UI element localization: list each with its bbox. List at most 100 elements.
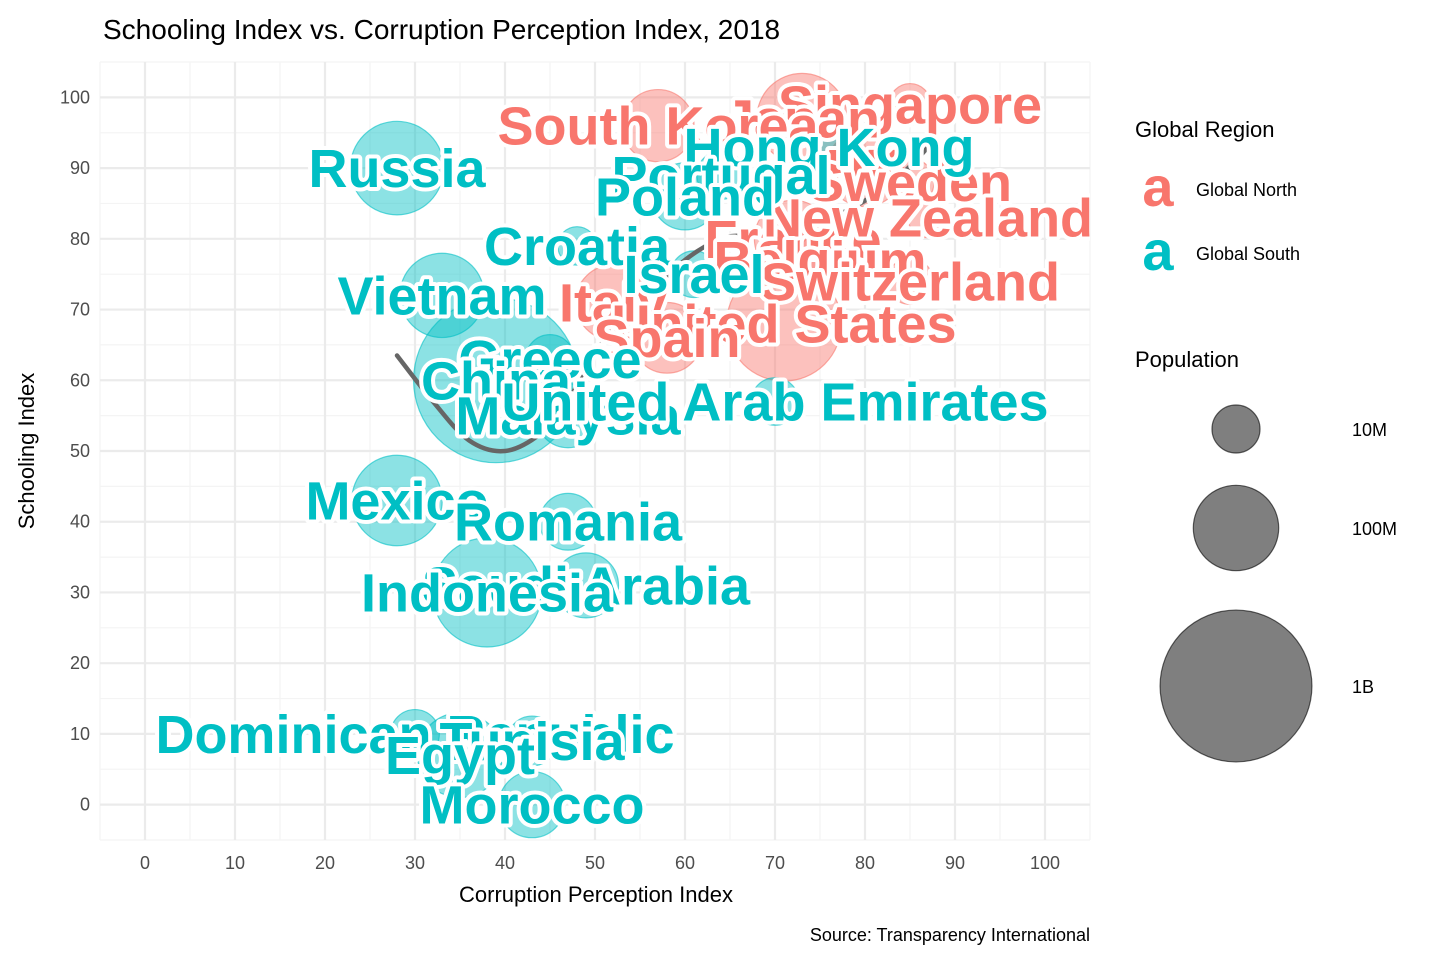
x-tick-label: 60 <box>675 853 695 873</box>
x-tick-label: 0 <box>140 853 150 873</box>
country-label: Mexico <box>305 472 488 532</box>
bubble-point <box>498 770 566 839</box>
country-label: Sweden <box>808 153 1012 213</box>
legend-key-glyph: a <box>1142 155 1174 218</box>
bubble-point <box>725 265 843 382</box>
legend-color-entries: a Global North a Global South <box>1142 155 1300 282</box>
country-label: Hong Kong <box>684 118 975 178</box>
country-label: Russia <box>308 139 486 199</box>
bubble-point <box>794 234 846 286</box>
x-axis-title: Corruption Perception Index <box>459 882 733 907</box>
bubble-point <box>888 82 932 126</box>
x-tick-label: 80 <box>855 853 875 873</box>
legend-label: 1B <box>1352 677 1374 697</box>
y-axis-ticks: 0 10 20 30 40 50 60 70 80 90 100 <box>60 87 90 814</box>
country-label: Israel <box>623 245 764 305</box>
bubble-point <box>696 150 746 200</box>
bubble-point <box>631 301 703 374</box>
country-label: Saudi Arabia <box>422 556 751 616</box>
legend-label: Global North <box>1196 180 1297 200</box>
country-label: Croatia <box>484 217 671 277</box>
x-tick-label: 100 <box>1030 853 1060 873</box>
country-label: Japan <box>724 90 880 150</box>
bubble-point <box>753 199 833 279</box>
y-tick-label: 50 <box>70 441 90 461</box>
bubble-point <box>431 537 543 648</box>
country-label: Belgium <box>713 231 926 291</box>
country-label: Vietnam <box>337 266 546 326</box>
country-label: United Arab Emirates <box>501 372 1048 432</box>
bubble-point <box>650 162 720 231</box>
legend-size-circle <box>1211 404 1261 454</box>
grid-major <box>100 62 1090 840</box>
country-label: Malaysia <box>455 387 681 447</box>
country-label: Morocco <box>419 776 644 836</box>
bubble-point <box>535 382 601 449</box>
legend-label: Global South <box>1196 244 1300 264</box>
legend-size-title: Population <box>1135 347 1239 372</box>
y-tick-label: 0 <box>80 795 90 815</box>
legend-size-circle <box>1192 484 1280 572</box>
bubble-point <box>806 123 852 170</box>
bubble-point <box>621 88 695 163</box>
country-label: Switzerland <box>760 252 1060 312</box>
country-label: Greece <box>458 330 641 390</box>
bubble-point <box>390 708 440 759</box>
country-label: Spain <box>593 309 740 369</box>
country-label: China <box>421 351 572 411</box>
y-tick-label: 60 <box>70 370 90 390</box>
bubble-point <box>539 492 597 551</box>
trend-line <box>394 123 940 454</box>
country-label: Italy <box>559 273 667 333</box>
bubble-point <box>907 196 949 239</box>
x-tick-label: 10 <box>225 853 245 873</box>
country-label: Indonesia <box>361 563 614 623</box>
y-tick-label: 80 <box>70 229 90 249</box>
x-tick-label: 50 <box>585 853 605 873</box>
bubble-point <box>351 454 443 547</box>
bubble-point <box>524 334 576 385</box>
legend-size-circle <box>1159 609 1313 763</box>
bubble-point <box>750 377 800 426</box>
country-label: Dominican Republic <box>155 705 674 765</box>
legend-label: 10M <box>1352 420 1387 440</box>
y-tick-label: 70 <box>70 300 90 320</box>
trend-line-group <box>394 123 940 454</box>
country-label: Poland <box>595 167 775 227</box>
legend-key-glyph: a <box>1142 219 1174 282</box>
bubble-point <box>886 257 934 305</box>
y-tick-label: 30 <box>70 582 90 602</box>
legend-label: 100M <box>1352 519 1397 539</box>
bubble-point <box>574 264 652 341</box>
y-tick-label: 10 <box>70 724 90 744</box>
country-label: Romania <box>454 493 683 553</box>
legend: Global Region a Global North a Global South… <box>1135 117 1397 763</box>
y-tick-label: 100 <box>60 87 90 107</box>
bubble-point <box>557 226 597 266</box>
x-tick-label: 20 <box>315 853 335 873</box>
x-tick-label: 70 <box>765 853 785 873</box>
y-tick-label: 20 <box>70 653 90 673</box>
country-label: Portugal <box>611 146 830 206</box>
caption: Source: Transparency International <box>810 925 1090 945</box>
country-label: South Korea <box>497 97 819 157</box>
x-tick-label: 40 <box>495 853 515 873</box>
bubble-point <box>506 715 558 767</box>
country-label: Singapore <box>778 75 1042 135</box>
chart-title: Schooling Index vs. Corruption Perceptio… <box>103 14 780 45</box>
bubble-point <box>399 252 485 339</box>
country-label: United States <box>611 295 956 355</box>
bubble-point <box>552 552 620 619</box>
x-tick-label: 30 <box>405 853 425 873</box>
bubble-point <box>756 72 848 165</box>
legend-size-entries: 10M 100M 1B <box>1159 404 1397 763</box>
y-axis-title: Schooling Index <box>14 373 39 530</box>
x-axis-ticks: 0 10 20 30 40 50 60 70 80 90 100 <box>140 853 1060 873</box>
country-label: France <box>704 210 881 270</box>
country-label: Tunisia <box>439 712 625 772</box>
country-label: New Zealand <box>763 189 1093 249</box>
bubble-point <box>885 157 935 207</box>
y-tick-label: 90 <box>70 158 90 178</box>
